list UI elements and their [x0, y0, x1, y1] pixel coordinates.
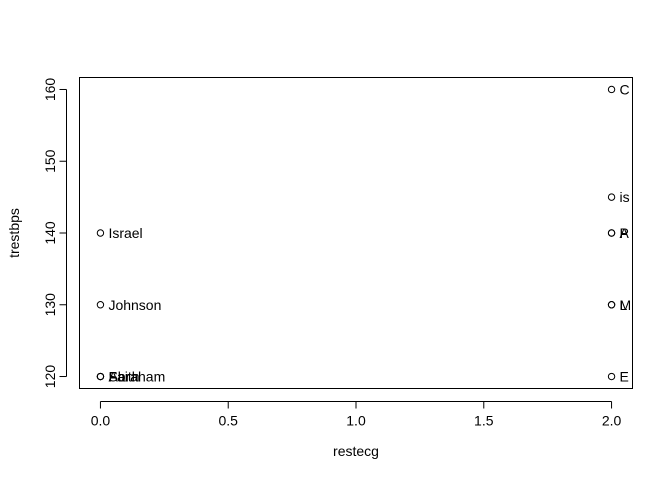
y-tick-label: 150	[42, 149, 58, 173]
point-label: M	[620, 297, 632, 313]
point-label: Johnson	[108, 297, 161, 313]
x-tick-label: 2.0	[602, 412, 622, 428]
point-label: A	[620, 225, 630, 241]
data-point	[607, 193, 616, 201]
y-tick-label: 160	[42, 78, 58, 102]
y-tick-label: 120	[42, 365, 58, 389]
x-tick-label: 0.5	[218, 412, 238, 428]
data-point	[607, 301, 616, 309]
point-label: is	[620, 189, 630, 205]
point-label: Israel	[108, 225, 142, 241]
x-axis-title: restecg	[333, 443, 379, 459]
data-point	[607, 372, 616, 381]
x-tick-label: 0.0	[91, 412, 111, 428]
point-label: E	[620, 369, 629, 385]
x-axis: 0.0 0.5 1.0 1.5 2.0	[91, 401, 622, 428]
x-tick-label: 1.5	[474, 412, 494, 428]
data-point	[96, 372, 105, 381]
point-label: Sara	[108, 369, 138, 385]
point-label: P	[620, 225, 629, 241]
point-label: Abraham	[108, 369, 165, 385]
x-tick-label: 1.0	[346, 412, 366, 428]
plot-frame	[79, 77, 633, 389]
data-point	[96, 229, 105, 237]
y-tick-label: 130	[42, 293, 58, 317]
y-tick-label: 140	[42, 221, 58, 245]
data-point	[607, 85, 616, 94]
point-label: C	[620, 81, 630, 97]
data-point	[607, 229, 616, 237]
point-label: L	[620, 297, 628, 313]
data-point	[96, 301, 105, 309]
y-axis: 120 130 140 150 160	[42, 78, 67, 389]
y-axis-title: trestbps	[6, 208, 22, 258]
point-label: Faith	[108, 369, 139, 385]
